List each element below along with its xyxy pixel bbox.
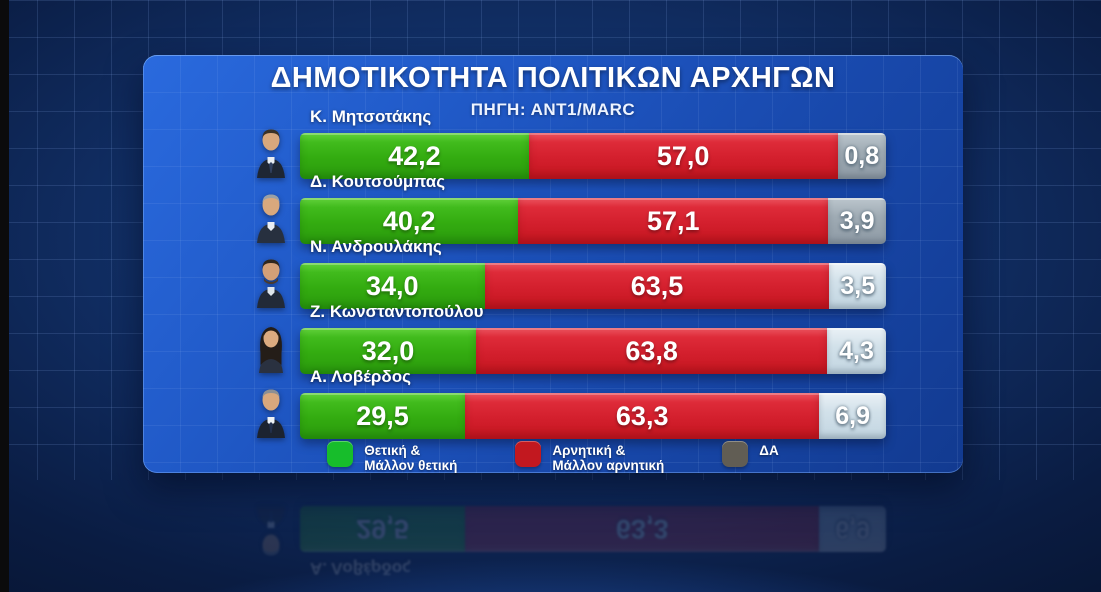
dk-value: 3,9	[839, 206, 875, 235]
dk-value: 3,5	[840, 271, 876, 300]
negative-value: 63,3	[615, 514, 669, 545]
positive-bar-segment: 29,5	[300, 506, 466, 552]
positive-bar-segment: 42,2	[300, 133, 529, 179]
legend-swatch-negative	[515, 441, 542, 467]
chart-row: Ζ. Κωνσταντοπούλου 32,0 63,8 4,3	[246, 302, 946, 374]
legend-label-negative-line2: Μάλλον αρνητική	[552, 458, 665, 474]
chart-row: Δ. Κουτσούμπας 40,2 57,1 3,9	[246, 172, 946, 244]
negative-value: 57,0	[656, 140, 710, 171]
dk-value: 6,9	[835, 515, 870, 544]
negative-value: 63,5	[630, 270, 684, 301]
negative-bar-segment: 63,5	[484, 263, 830, 309]
legend-item-positive: Θετική & Μάλλον θετική	[327, 441, 457, 473]
legend-swatch-dk	[722, 441, 749, 467]
negative-bar-segment: 63,8	[476, 328, 828, 374]
negative-bar-segment: 57,0	[528, 133, 838, 179]
positive-value: 42,2	[388, 140, 441, 171]
negative-value: 63,3	[615, 400, 669, 431]
stacked-bar: 42,2 57,0 0,8	[300, 133, 886, 179]
info-panel: ΔΗΜΟΤΙΚΟΤΗΤΑ ΠΟΛΙΤΙΚΩΝ ΑΡΧΗΓΩΝ ΠΗΓΗ: ΑΝΤ…	[143, 55, 963, 473]
negative-bar-segment: 57,1	[518, 198, 829, 244]
chart-row: Ν. Ανδρουλάκης 34,0 63,5 3,5	[246, 237, 946, 309]
positive-bar-segment: 29,5	[300, 393, 466, 439]
politician-name: Α. Λοβέρδος	[310, 559, 411, 578]
positive-value: 40,2	[382, 205, 436, 236]
stacked-bar: 29,5 63,3 6,9	[300, 393, 886, 439]
positive-value: 32,0	[361, 335, 415, 366]
bottom-row-reflection: Α. Λοβέρδος 29,5 63,3 6,9	[143, 500, 963, 578]
dk-bar-segment: 3,5	[829, 263, 886, 309]
female-portrait-icon	[246, 316, 296, 374]
negative-bar-segment: 63,3	[465, 506, 820, 552]
stacked-bar: 32,0 63,8 4,3	[300, 328, 886, 374]
male-portrait-icon	[246, 186, 296, 244]
floor-glow	[0, 462, 1101, 592]
page-title: ΔΗΜΟΤΙΚΟΤΗΤΑ ΠΟΛΙΤΙΚΩΝ ΑΡΧΗΓΩΝ	[270, 62, 836, 94]
legend-label-positive-line1: Θετική &	[364, 443, 421, 458]
male-portrait-icon	[246, 506, 296, 564]
stacked-bar: 34,0 63,5 3,5	[300, 263, 886, 309]
male-portrait-icon	[246, 251, 296, 309]
dk-value: 6,9	[835, 401, 870, 430]
negative-value: 57,1	[647, 205, 700, 236]
dk-bar-segment: 3,9	[828, 198, 886, 244]
politician-name: Ν. Ανδρουλάκης	[310, 237, 442, 256]
legend-label-negative-line1: Αρνητική &	[552, 443, 626, 458]
positive-bar-segment: 40,2	[300, 198, 519, 244]
positive-value: 29,5	[356, 514, 409, 545]
positive-bar-segment: 32,0	[300, 328, 477, 374]
dk-bar-segment: 0,8	[837, 133, 886, 179]
negative-bar-segment: 63,3	[465, 393, 820, 439]
chart-row: Α. Λοβέρδος 29,5 63,3 6,9	[246, 506, 946, 578]
male-portrait-icon	[246, 121, 296, 179]
dk-bar-segment: 4,3	[827, 328, 886, 374]
source-label: ΠΗΓΗ: ΑΝΤ1/MARC	[470, 100, 636, 119]
positive-bar-segment: 34,0	[300, 263, 485, 309]
legend-swatch-positive	[327, 441, 354, 467]
dk-bar-segment: 6,9	[819, 506, 886, 552]
politician-name: Δ. Κουτσούμπας	[310, 172, 446, 191]
legend-label-dk-line1: ΔΑ	[759, 443, 779, 458]
positive-value: 34,0	[366, 270, 419, 301]
stacked-bar: 29,5 63,3 6,9	[300, 506, 886, 552]
positive-value: 29,5	[356, 400, 409, 431]
stacked-bar: 40,2 57,1 3,9	[300, 198, 886, 244]
legend-item-negative: Αρνητική & Μάλλον αρνητική	[515, 441, 664, 473]
legend: Θετική & Μάλλον θετική Αρνητική & Μάλλον…	[143, 441, 963, 473]
politician-name: Ζ. Κωνσταντοπούλου	[310, 302, 484, 321]
chart-row: Α. Λοβέρδος 29,5 63,3 6,9	[246, 367, 946, 439]
chart-row: Κ. Μητσοτάκης 42,2 57,0 0,8	[246, 107, 946, 179]
dk-bar-segment: 6,9	[819, 393, 886, 439]
negative-value: 63,8	[625, 335, 678, 366]
left-black-edge	[0, 0, 9, 592]
legend-label-positive-line2: Μάλλον θετική	[364, 458, 458, 474]
dk-value: 0,8	[844, 141, 880, 170]
legend-item-dk: ΔΑ	[722, 441, 779, 467]
male-portrait-icon	[246, 381, 296, 439]
dk-value: 4,3	[839, 336, 874, 365]
politician-name: Κ. Μητσοτάκης	[310, 107, 432, 126]
politician-name: Α. Λοβέρδος	[310, 367, 411, 386]
